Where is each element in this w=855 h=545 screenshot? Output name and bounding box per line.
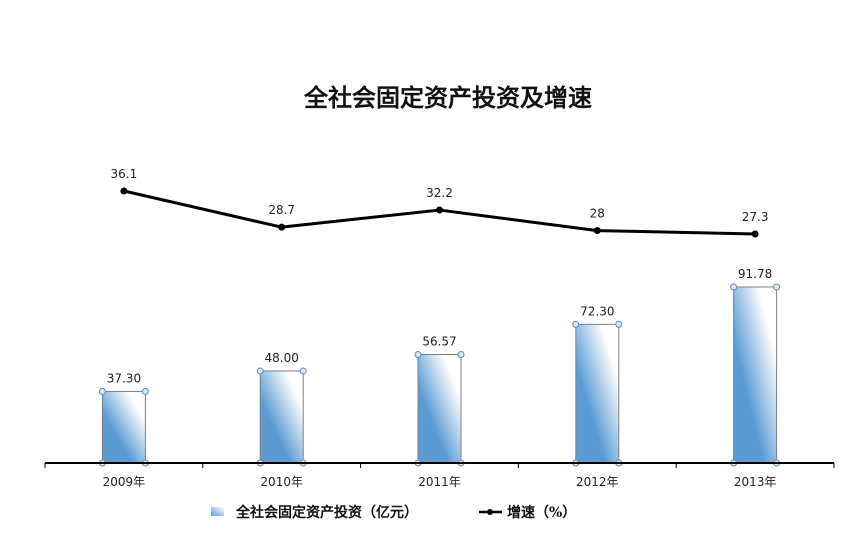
legend: 全社会固定资产投资（亿元） 增速（%） [211, 504, 576, 521]
bar-handle [773, 283, 781, 291]
line-value-label: 32.2 [426, 186, 453, 200]
bar-handle [414, 351, 422, 359]
line-point [593, 227, 601, 235]
line-series: 36.1 28.7 32.2 28 27.3 [111, 167, 769, 238]
legend-line-label: 增速（%） [507, 504, 576, 521]
bar-handle [256, 367, 264, 375]
bar-value-label: 56.57 [422, 335, 456, 349]
x-tick-label: 2011年 [418, 475, 461, 489]
bar-handle [457, 351, 465, 359]
bar [575, 323, 620, 464]
bar-handle [615, 320, 623, 328]
x-tick-label: 2012年 [576, 475, 619, 489]
bar-handle [730, 283, 738, 291]
bar-handle [98, 387, 106, 395]
line-point [120, 187, 128, 195]
chart-title: 全社会固定资产投资及增速 [303, 83, 592, 112]
line-point [436, 206, 443, 214]
bar-handle [572, 320, 580, 328]
bar-value-label: 91.78 [738, 267, 772, 281]
legend-line-marker [487, 509, 493, 515]
bar [417, 354, 462, 464]
bar [101, 390, 146, 464]
line-point [278, 223, 286, 231]
bar-value-label: 48.00 [265, 351, 299, 365]
bar-handle [299, 367, 307, 375]
bar-handle [141, 387, 149, 395]
legend-bar-swatch [211, 507, 224, 516]
bar-value-label: 72.30 [580, 304, 614, 318]
bar [259, 370, 304, 464]
legend-bar-label: 全社会固定资产投资（亿元） [235, 504, 418, 521]
line-value-label: 27.3 [742, 210, 769, 224]
bar [733, 286, 778, 464]
x-tick-label: 2010年 [260, 475, 303, 489]
bar-series: 37.30 48.00 56.57 72.30 91.78 [98, 267, 781, 467]
x-axis: 2009年 2010年 2011年 2012年 2013年 [44, 462, 835, 489]
x-tick-label: 2009年 [103, 475, 146, 489]
line-value-label: 36.1 [111, 167, 138, 181]
line-value-label: 28.7 [268, 203, 295, 217]
line-point [751, 230, 759, 238]
x-tick-label: 2013年 [734, 475, 777, 489]
line-value-label: 28 [590, 207, 605, 221]
bar-value-label: 37.30 [107, 371, 141, 385]
